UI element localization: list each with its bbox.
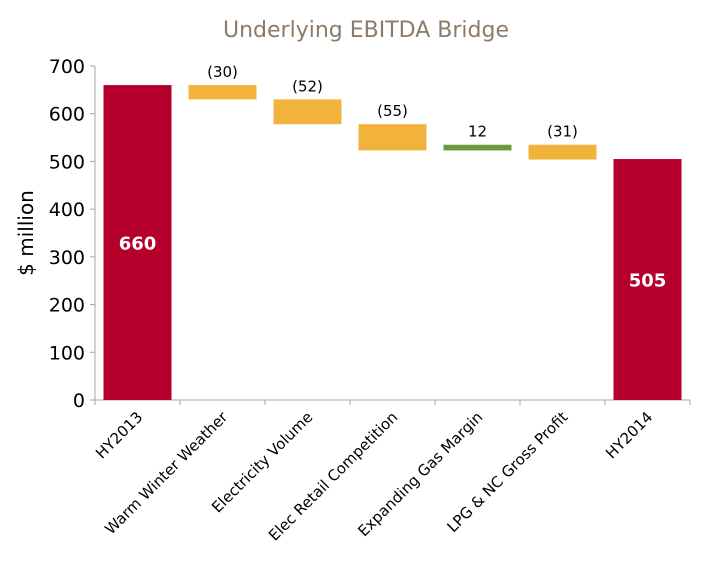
data-label: (55) bbox=[377, 102, 408, 120]
data-label: 505 bbox=[629, 271, 667, 292]
bar-expanding-gas-margin bbox=[443, 144, 512, 151]
data-label: 660 bbox=[119, 234, 157, 255]
x-tick-label: HY2014 bbox=[602, 408, 656, 462]
data-label: (31) bbox=[547, 123, 578, 141]
y-tick-label: 0 bbox=[73, 390, 85, 412]
bar-hy2013 bbox=[103, 85, 172, 400]
data-label: (30) bbox=[207, 63, 238, 81]
data-labels: 660 (30) (52) (55) 12 (31) 505 bbox=[119, 63, 667, 291]
axes bbox=[94, 66, 691, 405]
y-tick-label: 200 bbox=[49, 295, 85, 317]
y-tick-label: 100 bbox=[49, 342, 85, 364]
x-tick-label: HY2013 bbox=[92, 408, 146, 462]
bar-hy2014 bbox=[613, 159, 682, 400]
data-label: (52) bbox=[292, 77, 323, 95]
y-tick-label: 300 bbox=[49, 247, 85, 269]
y-tick-label: 500 bbox=[49, 151, 85, 173]
y-tick-label: 700 bbox=[49, 56, 85, 78]
y-axis-label: $ million bbox=[14, 190, 38, 276]
data-label: 12 bbox=[468, 123, 487, 141]
bars bbox=[103, 85, 682, 400]
y-tick-label: 600 bbox=[49, 104, 85, 126]
bar-lpg-nc-gross-profit bbox=[528, 144, 597, 160]
bar-warm-winter-weather bbox=[188, 85, 257, 100]
chart-title: Underlying EBITDA Bridge bbox=[223, 18, 509, 43]
y-tick-label: 400 bbox=[49, 199, 85, 221]
bar-elec-retail-competition bbox=[358, 124, 427, 151]
bar-electricity-volume bbox=[273, 99, 342, 125]
y-ticks: 0 100 200 300 400 500 600 700 bbox=[49, 56, 95, 412]
